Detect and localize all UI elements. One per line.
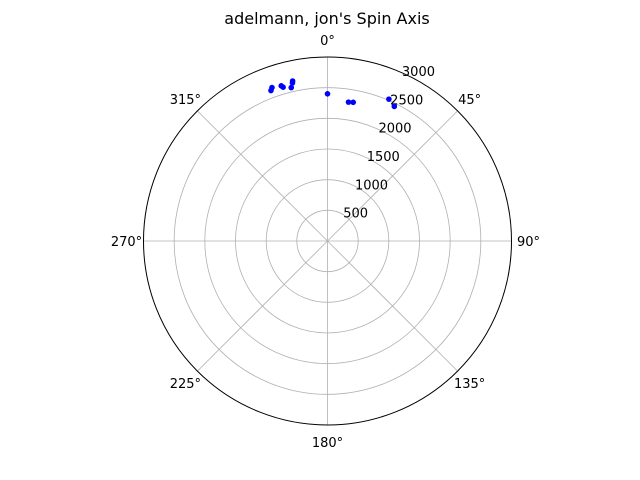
- theta-tick-label: 135°: [454, 377, 485, 392]
- theta-grid-line: [327, 240, 458, 372]
- spin-axis-point: [345, 99, 352, 105]
- spin-axis-point: [288, 84, 295, 91]
- theta-tick-label: 45°: [458, 93, 481, 108]
- theta-tick-label: 315°: [170, 93, 201, 108]
- spin-axis-point: [386, 96, 392, 102]
- r-tick-label: 3000: [402, 65, 435, 80]
- theta-grid-line: [327, 110, 458, 242]
- spin-axis-point: [289, 78, 296, 84]
- r-tick-label: 2500: [390, 93, 423, 108]
- r-tick-label: 500: [343, 207, 368, 222]
- theta-grid-line: [197, 110, 328, 242]
- r-tick-label: 1500: [367, 150, 400, 165]
- theta-tick-label: 90°: [517, 235, 540, 250]
- theta-grid-line: [197, 240, 328, 372]
- spin-axis-point: [391, 103, 398, 110]
- polar-grid: [143, 57, 512, 425]
- chart-title: adelmann, jon's Spin Axis: [224, 9, 429, 28]
- theta-tick-label: 0°: [320, 34, 335, 49]
- theta-tick-label: 225°: [170, 377, 201, 392]
- spin-axis-point: [278, 83, 285, 89]
- spin-axis-point: [350, 99, 357, 106]
- polar-frame: [143, 56, 512, 426]
- theta-tick-label: 270°: [111, 235, 142, 250]
- r-tick-label: 1000: [355, 178, 388, 193]
- data-points: [268, 78, 398, 110]
- r-tick-label: 2000: [378, 122, 411, 137]
- tick-labels: 0° 45° 90° 135° 180° 225° 270° 315° 500 1000 1500 2…: [111, 34, 540, 451]
- spin-axis-point: [324, 91, 331, 97]
- theta-tick-label: 180°: [312, 436, 343, 451]
- spin-axis-point: [268, 87, 274, 94]
